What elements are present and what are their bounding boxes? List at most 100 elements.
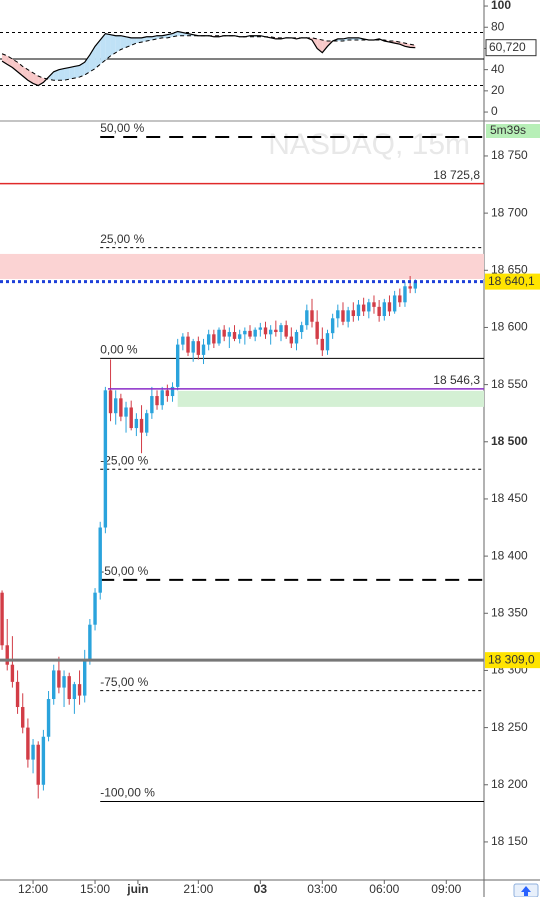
value-tag-label: 60,720: [489, 40, 526, 54]
y-tick-label: 18 250: [491, 720, 528, 734]
y-tick-label: 18 150: [491, 834, 528, 848]
candle-body: [408, 286, 412, 289]
candle-body: [15, 681, 20, 708]
candle-body: [299, 325, 304, 333]
osc-fill: [322, 39, 328, 53]
fib-label: -50,00 %: [100, 564, 148, 578]
candle-body: [206, 334, 211, 345]
y-tick-label: 0: [491, 104, 498, 118]
candle-body: [212, 334, 216, 344]
candle-body: [5, 645, 9, 665]
candle-body: [103, 390, 108, 528]
candle-body: [346, 310, 350, 322]
y-tick-label: 18 650: [491, 262, 528, 276]
osc-fill: [146, 36, 152, 42]
candle-body: [134, 418, 139, 429]
x-tick-label: 21:00: [183, 882, 213, 896]
candle-body: [372, 302, 376, 307]
x-tick-label: 15:00: [80, 882, 110, 896]
candle-body: [170, 386, 175, 397]
osc-fill: [27, 69, 34, 84]
candle-body: [31, 744, 35, 760]
candle-body: [268, 329, 273, 335]
candle-body: [62, 676, 66, 688]
candle-body: [114, 398, 118, 414]
osc-fill: [33, 72, 39, 86]
button-icon[interactable]: [521, 886, 531, 896]
osc-fill: [100, 33, 106, 65]
candle-body: [279, 325, 283, 333]
candle-body: [232, 332, 237, 339]
candle-body: [248, 330, 252, 337]
x-tick-label: 06:00: [369, 882, 399, 896]
candle-body: [57, 670, 61, 688]
countdown: 5m39s: [490, 123, 526, 137]
candle-body: [46, 699, 51, 737]
candle-body: [284, 325, 288, 337]
candle-body: [98, 527, 102, 593]
candle-body: [150, 396, 154, 414]
candle-body: [398, 295, 402, 303]
candle-body: [289, 336, 294, 344]
candle-body: [160, 390, 164, 406]
candle-body: [124, 407, 128, 417]
candle-body: [227, 332, 232, 337]
candle-body: [72, 684, 77, 700]
candle-body: [129, 407, 133, 429]
candle-body: [201, 344, 206, 355]
candle-body: [36, 744, 40, 785]
fib-label: -75,00 %: [100, 675, 148, 689]
candle-body: [196, 341, 201, 355]
osc-fill: [69, 66, 75, 80]
candle-body: [258, 327, 263, 330]
candle-body: [26, 727, 30, 760]
y-tick-label: 18 550: [491, 377, 528, 391]
osc-fill: [58, 68, 65, 81]
candle-body: [77, 684, 82, 696]
zone: [177, 390, 485, 407]
candle-body: [325, 333, 330, 351]
price-tag-label: 18 640,1: [488, 274, 535, 288]
candle-body: [155, 396, 159, 406]
osc-line: [1, 35, 416, 81]
osc-fill: [126, 36, 132, 48]
candle-body: [41, 736, 46, 785]
x-tick-label: 09:00: [431, 882, 461, 896]
x-tick-label: 03:00: [307, 882, 337, 896]
price-level-label: 18 725,8: [433, 168, 480, 182]
candle-body: [330, 318, 335, 334]
scroll-button[interactable]: [513, 883, 539, 897]
osc-fill: [74, 65, 80, 79]
candle-body: [274, 329, 278, 333]
price-level-label: 18 546,3: [433, 373, 480, 387]
candle-body: [175, 344, 180, 387]
candle-body: [139, 418, 144, 433]
candle-body: [263, 327, 268, 335]
candle-body: [108, 390, 113, 414]
osc-fill: [136, 37, 142, 44]
osc-fill: [157, 35, 163, 39]
candle-body: [382, 302, 387, 317]
candle-body: [21, 707, 25, 728]
candle-body: [88, 624, 92, 660]
candle-body: [222, 329, 226, 337]
candle-body: [144, 413, 149, 433]
fib-label: 50,00 %: [100, 121, 144, 135]
watermark: NASDAQ, 15m: [268, 128, 470, 161]
y-tick-label: 100: [491, 0, 511, 12]
candle-body: [67, 676, 71, 700]
candle-body: [351, 310, 356, 317]
candle-body: [315, 321, 319, 339]
y-tick-label: 18 500: [491, 434, 528, 448]
candle-body: [305, 310, 309, 326]
osc-fill: [120, 35, 127, 50]
candle-body: [403, 286, 407, 303]
y-tick-label: 18 200: [491, 777, 528, 791]
zone: [0, 253, 484, 279]
osc-fill: [105, 33, 111, 61]
x-tick-label: 12:00: [18, 882, 48, 896]
candle-body: [413, 281, 418, 289]
candle-body: [377, 306, 381, 317]
candle-body: [243, 330, 247, 335]
